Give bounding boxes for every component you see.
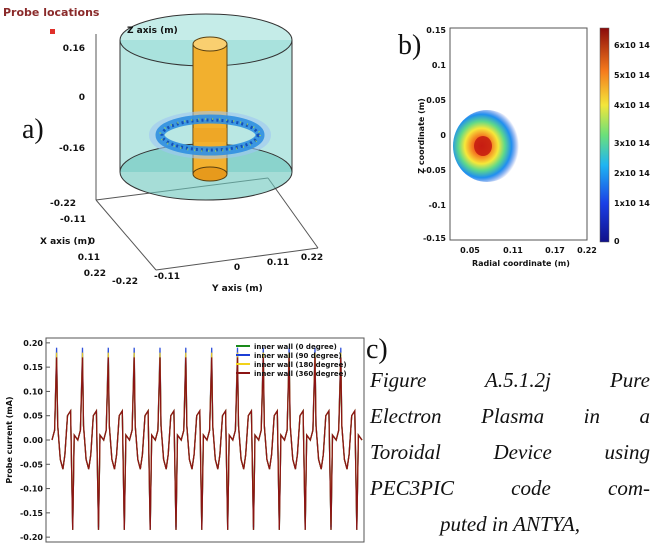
colorbar-tick: 4x10 14 [614,101,650,110]
y-tick-label: -0.20 [20,533,43,542]
y-tick-label: -0.05 [20,460,43,469]
caption-line: Electron Plasma in a [370,404,650,428]
b-ytick: 0.05 [426,96,446,105]
y-tick-label: -0.15 [20,509,43,518]
probe-current-chart: 0.20 0.15 0.10 0.05 0.00 -0.05 -0.10 -0.15 -0.20… [5,337,365,543]
b-ylabel: Z coordinate (m) [417,98,426,174]
y-tick: 0 [234,263,240,273]
panel-a-plot: Probe locations Z axis (m) 0.16 0 -0.16 … [3,6,323,294]
b-xtick: 0.17 [545,246,565,255]
panel-b-label: b) [398,30,422,61]
y-tick-label: 0.00 [23,436,43,445]
y-tick-label: 0.15 [23,363,43,372]
x-axis-title: X axis (m) [40,237,91,247]
legend-label: inner wall (180 degree) [254,361,347,369]
probe-locations-title: Probe locations [3,6,100,19]
b-ytick: 0 [440,131,446,140]
legend-label: inner wall (90 degree) [254,352,342,360]
b-ytick: -0.1 [429,201,447,210]
figure-caption: Figure A.5.1.2j Pure Electron Plasma in … [370,362,650,542]
series-line [51,357,363,530]
y-tick-label: 0.05 [23,412,43,421]
y-axis-title: Y axis (m) [211,284,263,294]
legend-label: inner wall (360 degree) [254,370,347,378]
b-xlabel: Radial coordinate (m) [472,259,570,268]
chart-c-ylabel: Probe current (mA) [5,396,14,483]
colorbar-tick: 2x10 14 [614,169,650,178]
y-tick: -0.22 [112,277,138,287]
z-tick: -0.16 [59,144,85,154]
caption-line: Figure A.5.1.2j Pure [370,368,650,392]
b-ytick: 0.15 [426,26,446,35]
b-xtick: 0.22 [577,246,597,255]
y-tick-label: -0.10 [20,485,43,494]
y-tick: 0.11 [267,258,289,268]
z-tick: 0.16 [63,44,85,54]
legend-label: inner wall (0 degree) [254,343,337,351]
colorbar [599,27,610,243]
panel-a-label: a) [22,114,44,145]
y-tick: 0.22 [301,253,323,263]
b-xtick: 0.05 [460,246,480,255]
y-tick-label: 0.20 [23,339,43,348]
colorbar-tick: 3x10 14 [614,139,650,148]
b-xtick: 0.11 [503,246,523,255]
caption-line: Toroidal Device using [370,440,650,464]
colorbar-tick: 6x10 14 [614,41,650,50]
x-tick: -0.22 [50,199,76,209]
y-tick: -0.11 [154,272,180,282]
b-ytick: 0.1 [432,61,447,70]
z-tick: 0 [79,93,85,103]
colorbar-tick: 1x10 14 [614,199,650,208]
caption-line: PEC3PIC code com- [370,476,650,500]
x-tick: 0 [89,237,95,247]
colorbar-tick: 0 [614,237,620,246]
panel-c-label: c) [366,334,388,365]
probe-marker-icon [50,29,55,34]
x-tick: 0.22 [84,269,106,279]
x-tick: -0.11 [60,215,86,225]
panel-b-plot: 0.15 0.1 0.05 0 -0.05 -0.1 -0.15 0.05 0.… [417,26,650,268]
caption-line: puted in ANTYA, [440,512,580,536]
chart-c-axes [45,337,365,543]
b-ytick: -0.15 [423,234,446,243]
b-ytick: -0.05 [423,166,446,175]
colorbar-tick: 5x10 14 [614,71,650,80]
z-axis-title: Z axis (m) [127,26,178,36]
plasma-torus [149,111,271,159]
x-tick: 0.11 [78,253,100,263]
y-tick-label: 0.10 [23,387,43,396]
